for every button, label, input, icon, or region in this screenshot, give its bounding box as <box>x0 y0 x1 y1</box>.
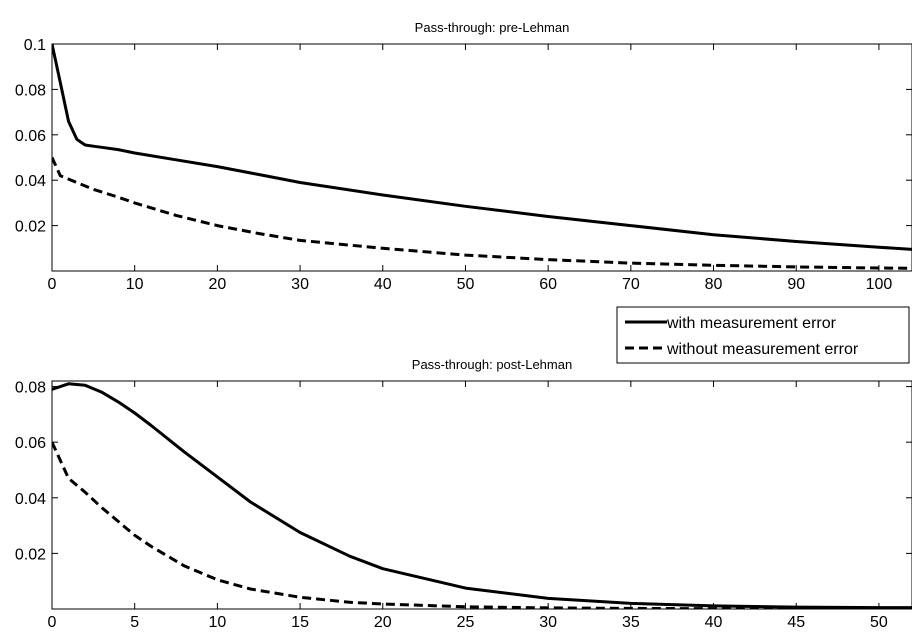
y-tick-label: 0.06 <box>15 435 46 452</box>
x-tick-label: 10 <box>208 614 226 631</box>
x-tick-label: 50 <box>457 276 475 293</box>
x-tick-label: 20 <box>208 276 226 293</box>
x-tick-label: 20 <box>374 614 392 631</box>
x-tick-label: 45 <box>787 614 805 631</box>
series-line-with-measurement-error <box>52 382 912 609</box>
x-tick-label: 0 <box>48 614 57 631</box>
series-line-without-measurement-error <box>52 156 912 270</box>
x-tick-label: 90 <box>787 276 805 293</box>
x-tick-label: 35 <box>622 614 640 631</box>
x-tick-label: 100 <box>866 276 893 293</box>
x-tick-label: 50 <box>870 614 888 631</box>
x-tick-label: 30 <box>539 614 557 631</box>
x-tick-label: 30 <box>291 276 309 293</box>
x-tick-label: 70 <box>622 276 640 293</box>
series-line-with-measurement-error <box>52 44 912 251</box>
x-tick-label: 5 <box>130 614 139 631</box>
x-tick-label: 40 <box>705 614 723 631</box>
legend-label: without measurement error <box>666 341 859 358</box>
y-tick-label: 0.08 <box>15 380 46 397</box>
y-tick-label: 0.08 <box>15 82 46 99</box>
y-tick-label: 0.02 <box>15 219 46 236</box>
x-tick-label: 60 <box>539 276 557 293</box>
plot-area-frame <box>51 43 912 272</box>
chart-panel-2: Pass-through: post-Lehman 0 5 10 15 20 25 30 35 4… <box>15 357 912 631</box>
y-tick-label: 0.1 <box>24 37 46 54</box>
series-line-without-measurement-error <box>52 441 912 609</box>
legend-box <box>616 306 910 364</box>
chart-title: Pass-through: pre-Lehman <box>415 20 570 35</box>
x-tick-label: 0 <box>48 276 57 293</box>
x-tick-label: 25 <box>457 614 475 631</box>
y-tick-label: 0.02 <box>15 546 46 563</box>
x-tick-label: 15 <box>291 614 309 631</box>
legend-label: with measurement error <box>666 315 837 332</box>
y-tick-label: 0.06 <box>15 128 46 145</box>
x-tick-label: 80 <box>705 276 723 293</box>
y-tick-label: 0.04 <box>15 173 46 190</box>
chart-title: Pass-through: post-Lehman <box>412 357 572 372</box>
plot-area-frame <box>51 380 912 610</box>
chart-panel-1: Pass-through: pre-Lehman 0 10 20 30 40 50 60 70 8… <box>15 20 912 293</box>
y-tick-label: 0.04 <box>15 491 46 508</box>
x-tick-label: 40 <box>374 276 392 293</box>
x-tick-label: 10 <box>126 276 144 293</box>
legend: with measurement error without measuremen… <box>616 306 910 364</box>
